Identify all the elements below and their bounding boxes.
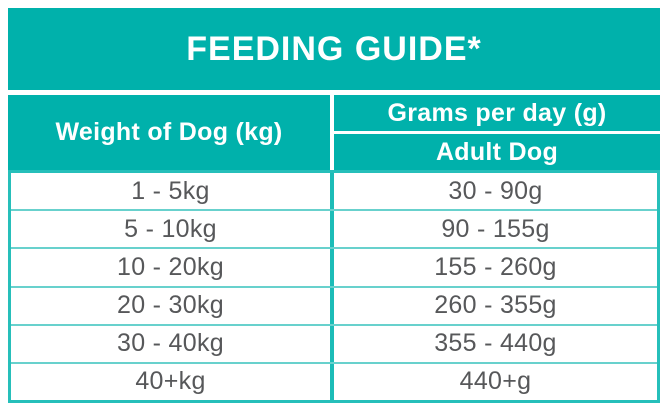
- weight-cell: 40+kg: [11, 363, 334, 401]
- weight-cell: 1 - 5kg: [11, 173, 334, 210]
- grams-cell: 90 - 155g: [441, 214, 550, 243]
- table-row: 1 - 5kg 30 - 90g: [11, 173, 657, 212]
- grams-per-day-header-cell: Grams per day (g): [334, 95, 660, 134]
- adult-dog-subheader-cell: Adult Dog: [334, 134, 660, 170]
- table-header: Weight of Dog (kg) Grams per day (g) Adu…: [8, 95, 660, 170]
- table-row: 10 - 20kg 155 - 260g: [11, 249, 657, 288]
- feeding-guide-banner: FEEDING GUIDE*: [8, 8, 660, 90]
- table-body: 1 - 5kg 30 - 90g 5 - 10kg 90 - 155g 10 -…: [8, 170, 660, 403]
- weight-cell: 30 - 40kg: [11, 325, 334, 362]
- grams-cell: 155 - 260g: [434, 252, 557, 281]
- weight-column-header: Weight of Dog (kg): [55, 118, 283, 146]
- adult-dog-subheader: Adult Dog: [435, 137, 559, 166]
- table-row: 5 - 10kg 90 - 155g: [11, 211, 657, 250]
- weight-column-header-cell: Weight of Dog (kg): [8, 95, 334, 170]
- grams-column-header-cell: Grams per day (g) Adult Dog: [334, 95, 660, 170]
- table-row: 40+kg 440+g: [11, 363, 657, 401]
- weight-cell: 5 - 10kg: [11, 211, 334, 248]
- weight-cell: 20 - 30kg: [11, 287, 334, 324]
- grams-cell: 355 - 440g: [434, 329, 557, 358]
- grams-per-day-header: Grams per day (g): [387, 98, 607, 127]
- grams-cell: 440+g: [459, 367, 532, 396]
- grams-cell: 260 - 355g: [434, 291, 557, 320]
- weight-cell: 10 - 20kg: [11, 249, 334, 286]
- grams-cell: 30 - 90g: [448, 176, 543, 205]
- table-row: 20 - 30kg 260 - 355g: [11, 287, 657, 326]
- table-row: 30 - 40kg 355 - 440g: [11, 325, 657, 364]
- page-title: FEEDING GUIDE*: [186, 29, 482, 68]
